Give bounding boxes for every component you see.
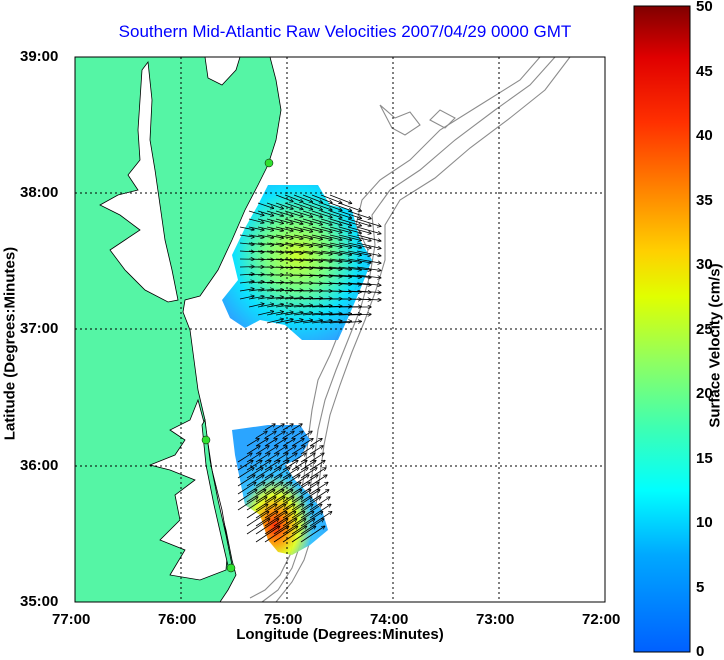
y-tick-label: 36:00 [20,457,58,474]
colorbar-tick-label: 50 [696,0,713,15]
radar-station-marker [265,159,273,167]
colorbar-tick-label: 40 [696,127,713,144]
y-tick-label: 38:00 [20,184,58,201]
colorbar-tick-label: 5 [696,579,704,596]
x-tick-label: 74:00 [370,611,408,628]
colorbar-tick-label: 15 [696,450,713,467]
colorbar-tick-label: 10 [696,514,713,531]
colorbar-tick-label: 25 [696,321,713,338]
y-tick-label: 37:00 [20,320,58,337]
colorbar [634,6,690,652]
x-tick-label: 75:00 [264,611,302,628]
x-axis-label: Longitude (Degrees:Minutes) [75,626,605,643]
colorbar-tick-label: 20 [696,385,713,402]
y-axis-label: Latitude (Degrees:Minutes) [2,174,19,514]
x-tick-label: 72:00 [582,611,620,628]
colorbar-tick-label: 30 [696,256,713,273]
map-plot-area [75,57,605,602]
colorbar-scale [634,6,690,652]
y-tick-label: 39:00 [20,48,58,65]
x-tick-label: 77:00 [52,611,90,628]
x-tick-label: 73:00 [476,611,514,628]
radar-station-marker [227,564,235,572]
radar-station-marker [202,436,210,444]
colorbar-tick-label: 0 [696,643,704,660]
x-tick-label: 76:00 [158,611,196,628]
colorbar-tick-label: 35 [696,192,713,209]
colorbar-tick-label: 45 [696,63,713,80]
map-title: Southern Mid-Atlantic Raw Velocities 200… [0,22,690,42]
y-tick-label: 35:00 [20,593,58,610]
